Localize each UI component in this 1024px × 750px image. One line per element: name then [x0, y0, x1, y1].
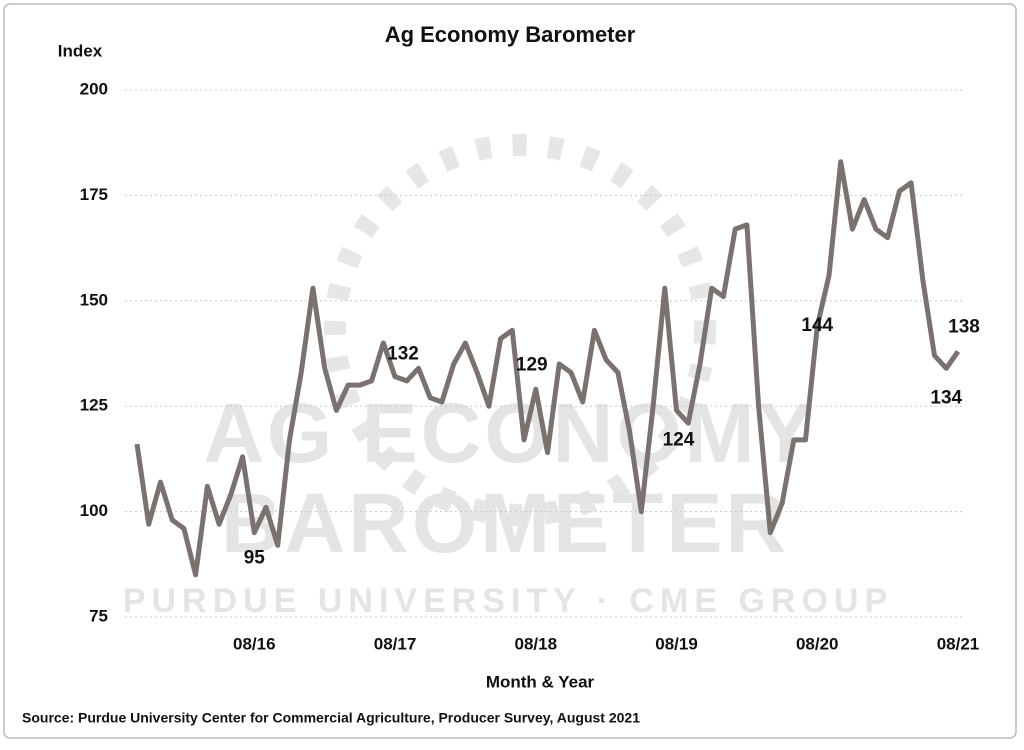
frame — [3, 3, 1017, 739]
y-tick-label: 175 — [80, 185, 108, 204]
watermark-text: BAROMETER — [221, 476, 789, 570]
y-tick-label: 125 — [80, 396, 108, 415]
y-tick-label: 200 — [80, 79, 108, 98]
watermark-text: AG ECONOMY — [203, 386, 816, 480]
data-label: 132 — [387, 344, 419, 365]
x-tick-label: 08/17 — [374, 634, 417, 653]
source-note: Source: Purdue University Center for Com… — [22, 710, 640, 726]
data-label: 129 — [516, 354, 548, 375]
chart-title: Ag Economy Barometer — [385, 22, 636, 47]
watermark-text: PURDUE UNIVERSITY · CME GROUP — [123, 582, 893, 620]
data-label: 124 — [663, 429, 695, 450]
data-line — [134, 159, 961, 578]
x-tick-label: 08/18 — [514, 634, 557, 653]
y-tick-label: 75 — [89, 606, 108, 625]
y-tick-label: 100 — [80, 501, 108, 520]
x-tick-label: 08/19 — [655, 634, 698, 653]
data-label: 138 — [948, 316, 980, 337]
x-axis-title: Month & Year — [486, 672, 595, 691]
y-axis-title: Index — [58, 41, 103, 60]
x-tick-label: 08/21 — [937, 634, 980, 653]
x-tick-label: 08/16 — [233, 634, 276, 653]
data-label: 95 — [244, 548, 266, 569]
x-tick-label: 08/20 — [796, 634, 839, 653]
data-label: 134 — [930, 387, 962, 408]
data-label: 144 — [801, 315, 833, 336]
y-tick-label: 150 — [80, 290, 108, 309]
